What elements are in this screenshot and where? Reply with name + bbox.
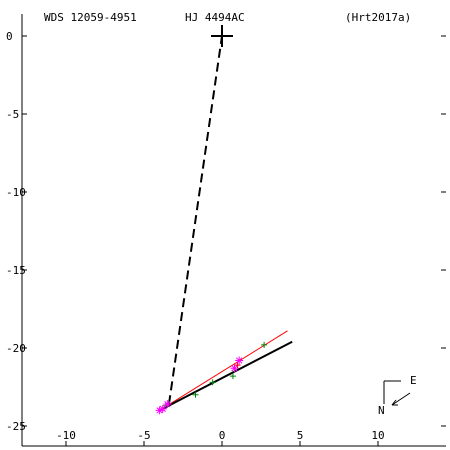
- x-tick-label: 10: [371, 429, 384, 442]
- pair-designation: HJ 4494AC: [185, 11, 245, 24]
- green-observation-point: [209, 379, 216, 386]
- magenta-observation-point: [163, 400, 172, 409]
- y-tick-label: -20: [6, 342, 26, 355]
- magenta-observation-point: [235, 356, 244, 365]
- y-tick-label: -25: [6, 420, 26, 433]
- primary-connector-line: [167, 35, 223, 405]
- compass-north-label: N: [378, 404, 385, 417]
- green-observation-point: [229, 373, 236, 380]
- compass-arrow-head: [391, 399, 398, 406]
- x-tick-label: 5: [297, 429, 304, 442]
- wds-identifier: WDS 12059-4951: [44, 11, 137, 24]
- green-observation-point: [261, 341, 268, 348]
- compass: E N: [378, 374, 417, 417]
- magenta-observation-point: [158, 404, 167, 413]
- x-tick-label: -5: [137, 429, 150, 442]
- x-tick-label: -10: [56, 429, 76, 442]
- x-tick-label: 0: [219, 429, 226, 442]
- point-group: [155, 25, 268, 415]
- fit-line-red: [159, 330, 288, 411]
- reference-code: (Hrt2017a): [345, 11, 411, 24]
- magenta-observation-point: [155, 406, 164, 415]
- line-group: [159, 35, 293, 412]
- fit-line-black: [159, 340, 293, 412]
- magenta-observation-point: [230, 364, 239, 373]
- primary-star-marker: [211, 25, 233, 47]
- y-tick-label: -5: [6, 108, 19, 121]
- y-tick-label: -15: [6, 264, 26, 277]
- green-observation-point: [192, 391, 199, 398]
- tick-group: -10 -5 0 5 10 0 -5 -10 -15 -20 -25: [6, 30, 446, 446]
- compass-east-label: E: [410, 374, 417, 387]
- compass-motion-arrow: [391, 392, 411, 406]
- y-tick-label: 0: [6, 30, 13, 43]
- y-tick-label: -10: [6, 186, 26, 199]
- red-observation-point: [234, 362, 241, 369]
